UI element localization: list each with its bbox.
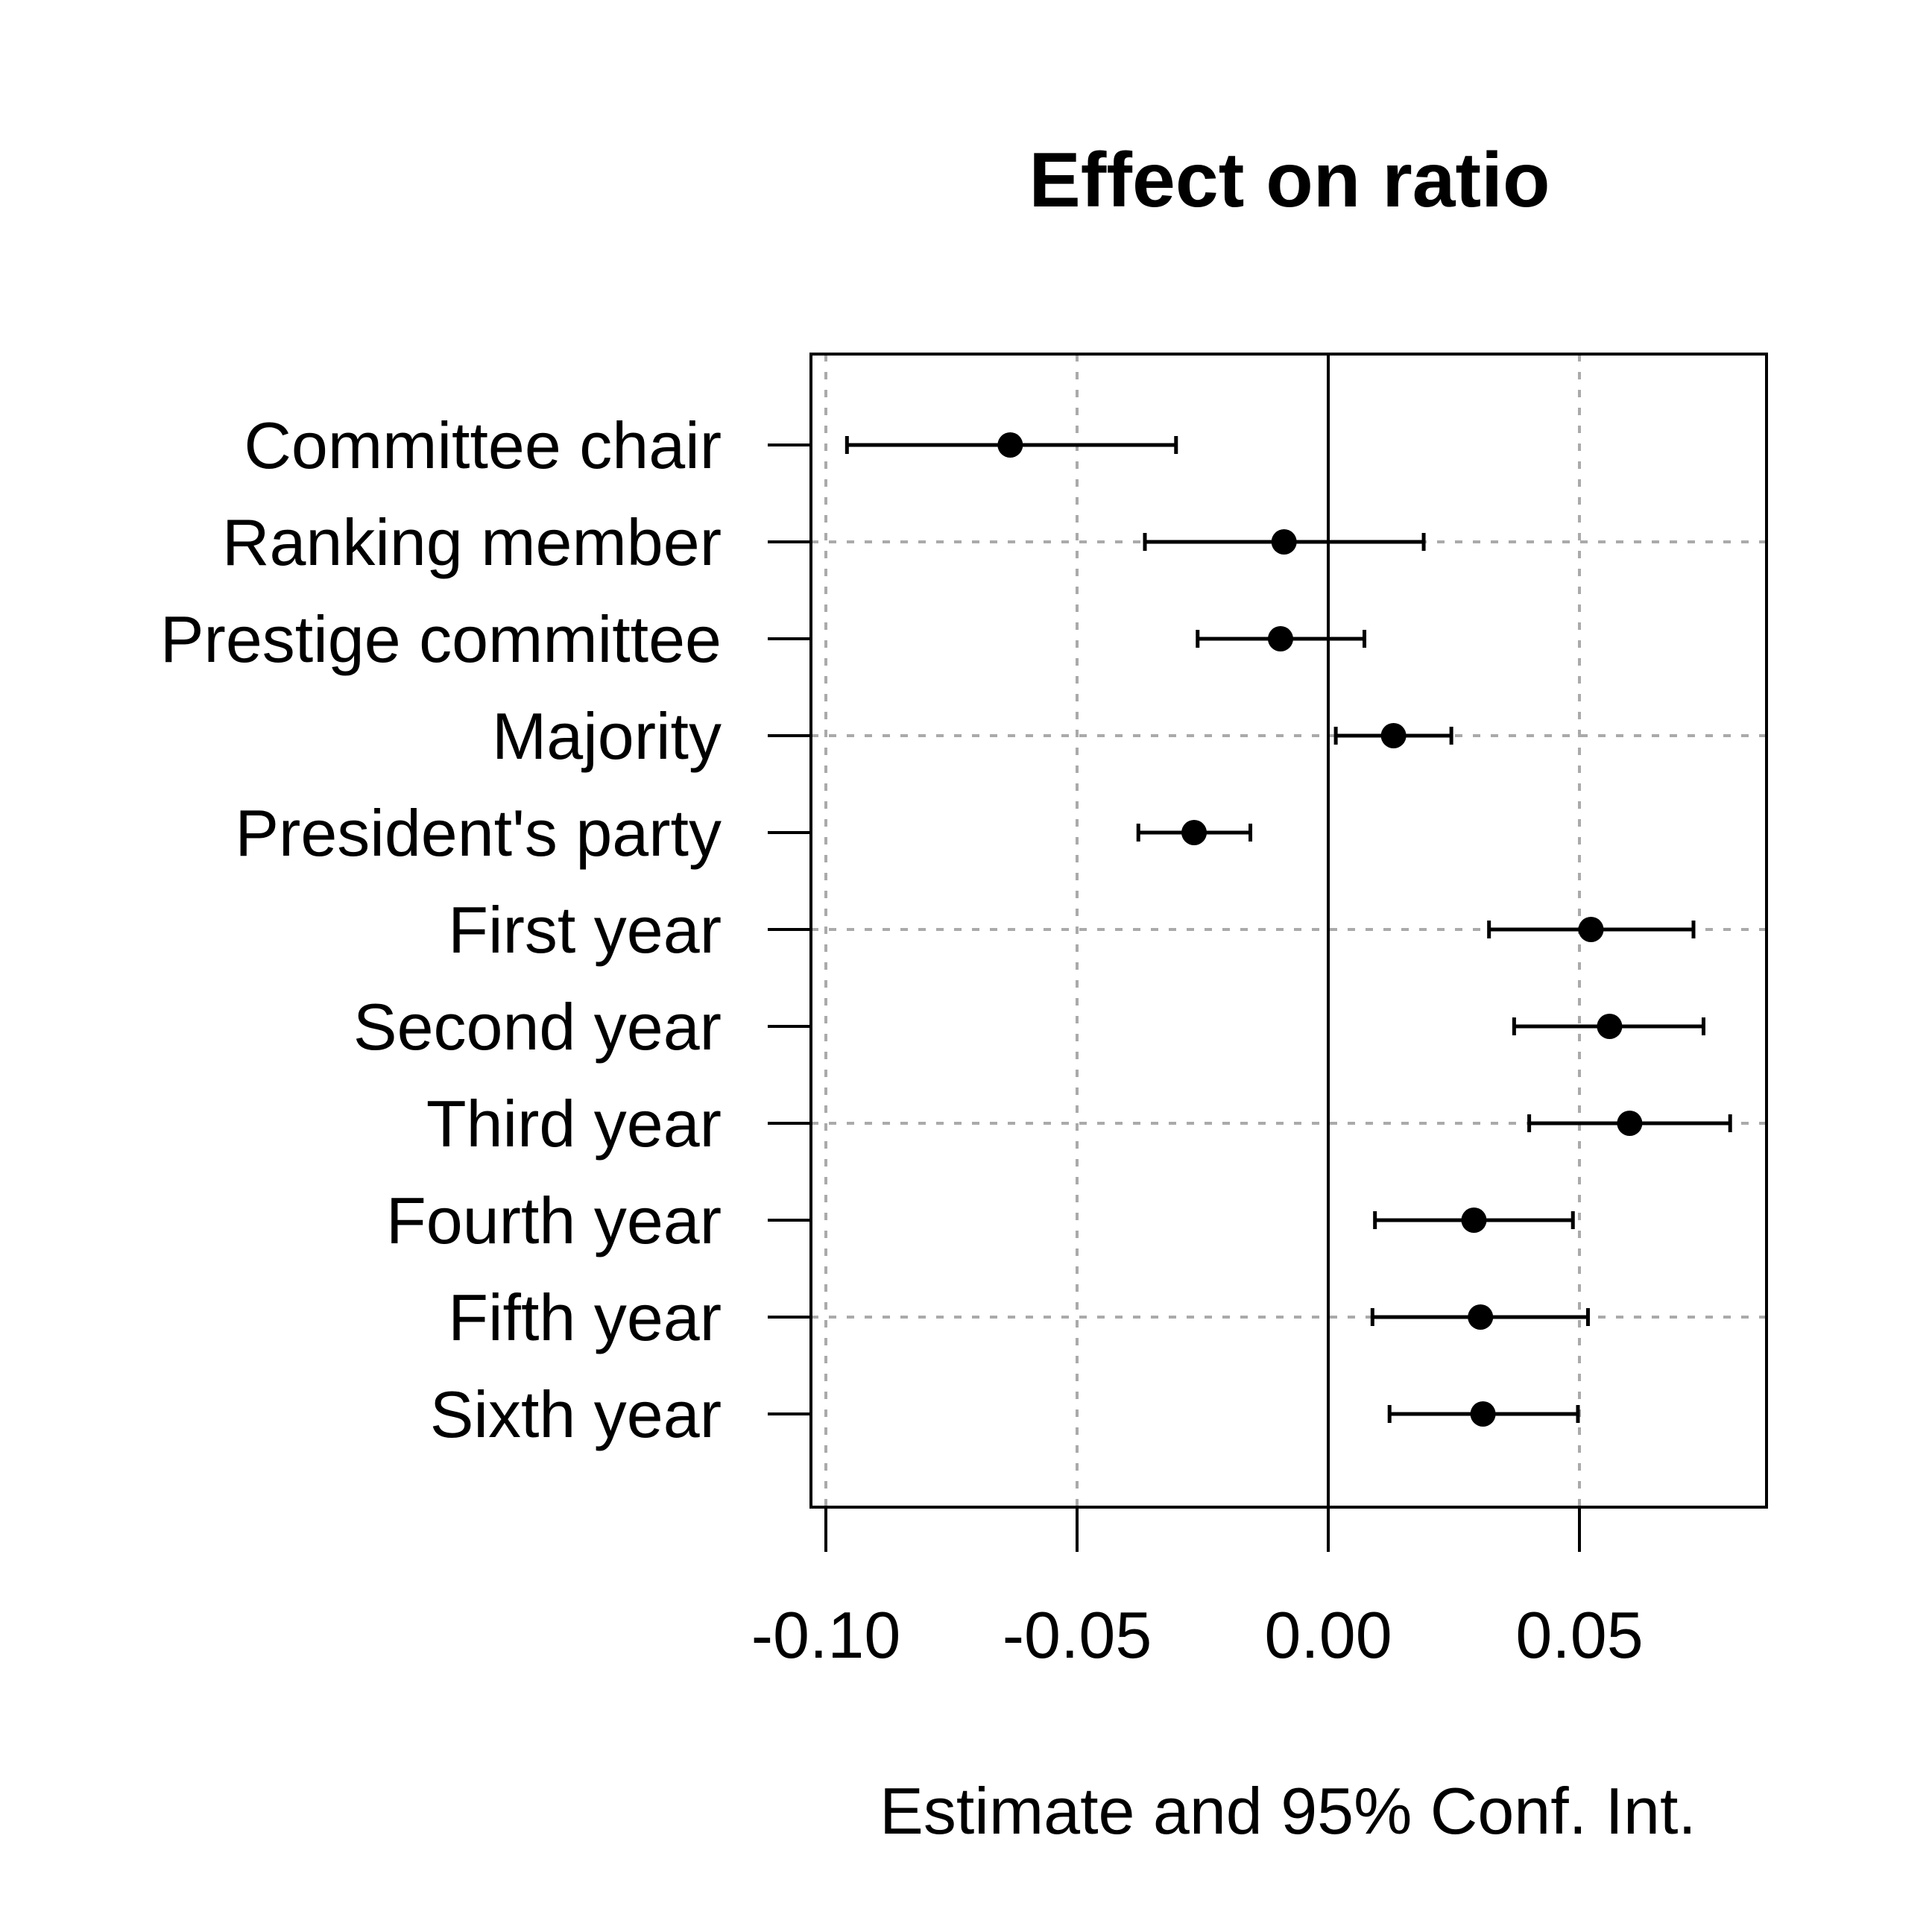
category-label: President's party xyxy=(235,796,722,870)
y-axis: Committee chair Ranking member Prestige co… xyxy=(160,408,811,1451)
estimate-point xyxy=(1461,1208,1487,1233)
category-label: Third year xyxy=(426,1087,722,1161)
x-axis: -0.10 -0.05 0.00 0.05 xyxy=(751,1506,1644,1672)
estimate-point xyxy=(1578,917,1604,942)
estimate-point xyxy=(1617,1111,1643,1136)
category-label: Majority xyxy=(492,699,722,773)
x-tick-label: 0.05 xyxy=(1515,1598,1643,1672)
category-label: Prestige committee xyxy=(160,602,722,676)
chart-title: Effect on ratio xyxy=(1029,137,1550,224)
category-label: Fifth year xyxy=(448,1281,722,1354)
estimate-point xyxy=(1271,529,1297,555)
estimate-point xyxy=(1470,1401,1496,1427)
category-label: Sixth year xyxy=(430,1377,722,1451)
x-axis-label: Estimate and 95% Conf. Int. xyxy=(880,1774,1696,1848)
estimate-marks xyxy=(845,432,1732,1427)
estimate-point xyxy=(997,432,1023,458)
x-tick-label: 0.00 xyxy=(1264,1598,1392,1672)
estimate-point xyxy=(1597,1014,1623,1039)
category-label: Ranking member xyxy=(222,505,722,579)
estimate-point xyxy=(1267,626,1293,651)
estimate-point xyxy=(1181,820,1208,845)
category-label: First year xyxy=(448,893,722,967)
estimate-point xyxy=(1380,723,1407,748)
category-label: Fourth year xyxy=(386,1184,722,1257)
x-tick-label: -0.10 xyxy=(751,1598,901,1672)
category-label: Committee chair xyxy=(244,408,722,482)
estimate-point xyxy=(1468,1304,1494,1330)
category-label: Second year xyxy=(353,990,722,1064)
x-tick-label: -0.05 xyxy=(1003,1598,1152,1672)
